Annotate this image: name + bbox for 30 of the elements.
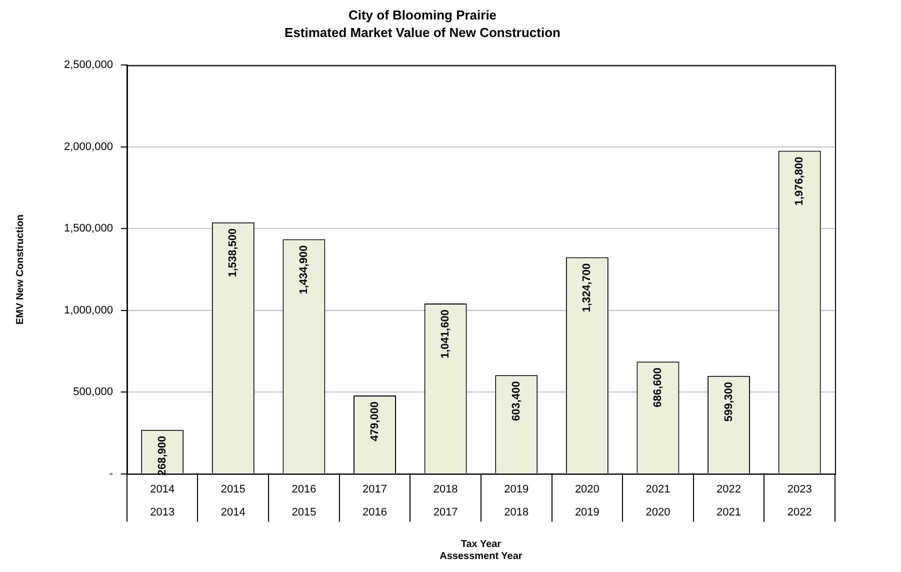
data-label: 268,900 bbox=[156, 436, 168, 476]
x-tick-label: 2016 2015 bbox=[292, 483, 316, 518]
x-tick-label: 2021 2020 bbox=[646, 483, 670, 518]
y-tick-label: 1,000,000 bbox=[64, 304, 113, 316]
data-label: 1,538,500 bbox=[227, 228, 240, 278]
x-axis-title: Tax Year Assessment Year bbox=[440, 538, 522, 562]
y-tick-label: - bbox=[109, 468, 114, 480]
y-tick-label: 500,000 bbox=[73, 386, 113, 398]
x-tick-label: 2019 2018 bbox=[504, 483, 529, 518]
x-tick-label: 2014 2013 bbox=[150, 483, 175, 518]
x-tick-label: 2022 2021 bbox=[716, 483, 742, 518]
y-tick-label: 2,500,000 bbox=[64, 59, 113, 72]
data-label: 1,976,800 bbox=[794, 156, 806, 206]
y-tick-label: 2,000,000 bbox=[64, 140, 113, 153]
x-tick-label: 2018 2017 bbox=[433, 483, 458, 518]
x-tick-label: 2023 2022 bbox=[787, 483, 812, 518]
data-label: 686,600 bbox=[652, 368, 664, 408]
chart-subtitle: Estimated Market Value of New Construction bbox=[284, 24, 561, 40]
data-label: 1,434,900 bbox=[298, 245, 310, 294]
data-label: 599,300 bbox=[722, 382, 735, 422]
data-label: 1,041,600 bbox=[440, 310, 452, 358]
data-label: 603,400 bbox=[510, 381, 522, 421]
x-tick-label: 2020 2019 bbox=[574, 483, 600, 518]
x-tick-label: 2015 2014 bbox=[220, 483, 246, 518]
x-tick-label: 2017 2016 bbox=[362, 483, 387, 518]
data-label: 1,324,700 bbox=[581, 263, 594, 312]
y-tick-label: 1,500,000 bbox=[64, 222, 113, 235]
y-axis-title: EMV New Construction bbox=[14, 214, 26, 325]
data-label: 479,000 bbox=[368, 402, 381, 442]
chart-title: City of Blooming Prairie bbox=[348, 7, 497, 22]
